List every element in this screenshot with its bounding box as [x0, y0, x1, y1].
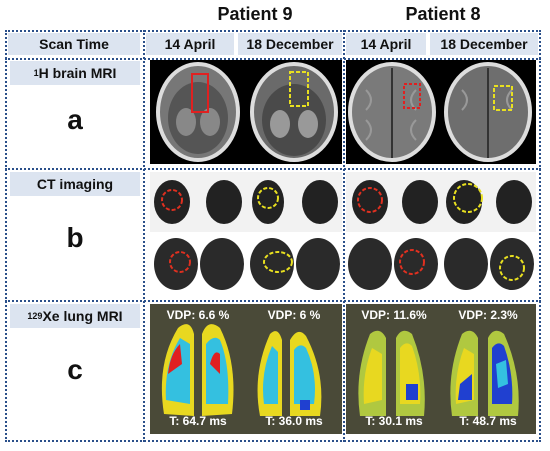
- t-label-p8-april: T: 30.1 ms: [365, 414, 423, 428]
- date-header-p9-april: 14 April: [146, 33, 234, 55]
- brain-mri-images-p8: [348, 62, 532, 162]
- xe-mri-patient8: [346, 304, 536, 434]
- row-letter-b: b: [66, 222, 84, 253]
- vdp-label-p9-april: VDP: 6.6 %: [166, 308, 230, 322]
- date-header-p8-december: 18 December: [430, 33, 538, 55]
- ct-images-p9: [150, 180, 342, 296]
- t-label-p8-december: T: 48.7 ms: [459, 414, 517, 428]
- brain-roi-box: [403, 83, 421, 109]
- row-letter-a: a: [67, 104, 83, 135]
- row-label-xe-mri: 129 Xe lung MRI: [10, 304, 140, 328]
- t-label-p9-december: T: 36.0 ms: [265, 414, 323, 428]
- vdp-label-p8-april: VDP: 11.6%: [361, 308, 427, 322]
- figure-frame: [5, 30, 541, 442]
- brain-mri-images-p9: [156, 62, 338, 162]
- brain-mri-patient8: [346, 60, 536, 164]
- row-label-ct: CT imaging: [10, 172, 140, 196]
- xe-mri-images-p8: [358, 330, 519, 416]
- xe-mri-patient9: [150, 304, 342, 434]
- column-divider: [143, 30, 145, 442]
- scan-time-header: Scan Time: [8, 33, 140, 55]
- brain-roi-box: [289, 71, 309, 107]
- ct-patient8: [346, 172, 536, 296]
- row-divider: [5, 300, 541, 302]
- row-divider: [5, 168, 541, 170]
- date-header-p9-december: 18 December: [238, 33, 342, 55]
- patient-9-title: Patient 9: [217, 4, 293, 24]
- row-letter-c: c: [67, 354, 83, 385]
- brain-roi-box: [191, 73, 209, 113]
- vdp-label-p9-december: VDP: 6 %: [267, 308, 321, 322]
- ct-images-p8: [346, 180, 536, 296]
- brain-mri-patient9: [150, 60, 342, 164]
- vdp-label-p8-december: VDP: 2.3%: [458, 308, 518, 322]
- date-header-p8-april: 14 April: [346, 33, 426, 55]
- patient-8-title: Patient 8: [405, 4, 481, 24]
- brain-roi-box: [493, 85, 513, 111]
- xe-mri-images-p9: [161, 324, 322, 416]
- row-divider: [5, 58, 541, 60]
- t-label-p9-april: T: 64.7 ms: [169, 414, 227, 428]
- column-divider: [343, 30, 345, 442]
- ct-patient9: [150, 172, 342, 296]
